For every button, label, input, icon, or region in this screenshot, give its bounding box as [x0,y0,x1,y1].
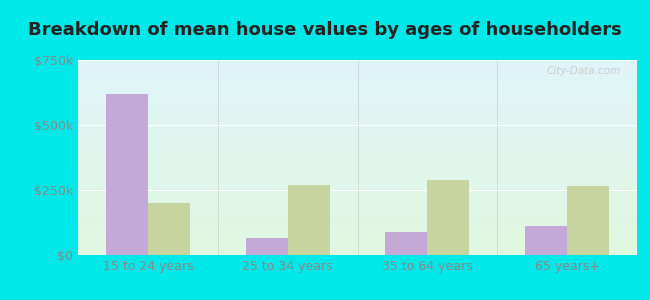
Bar [385,232,428,255]
Bar [287,185,330,255]
Bar [246,238,287,255]
Text: Breakdown of mean house values by ages of householders: Breakdown of mean house values by ages o… [28,21,622,39]
Bar [106,94,148,255]
Bar [567,186,609,255]
Bar [148,203,190,255]
Text: City-Data.com: City-Data.com [546,66,620,76]
Bar [525,226,567,255]
Legend: Knox County, Texas: Knox County, Texas [254,296,461,300]
Bar [428,180,469,255]
